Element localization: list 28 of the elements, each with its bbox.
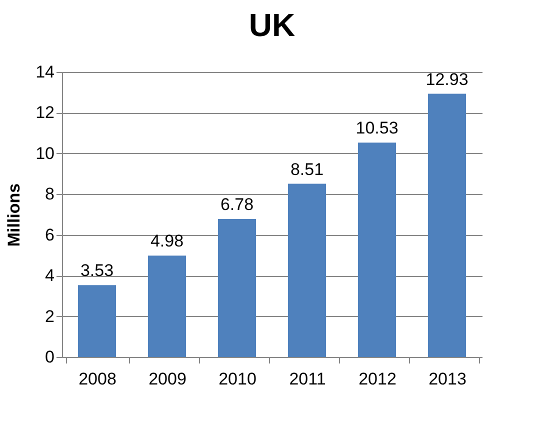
data-label: 4.98	[150, 232, 184, 251]
x-tick-label: 2012	[358, 370, 396, 388]
y-tick-label: 0	[45, 348, 54, 366]
bar	[358, 142, 396, 357]
bar	[428, 94, 466, 357]
bar	[288, 184, 326, 357]
data-label: 6.78	[220, 194, 254, 214]
y-tick-label: 6	[45, 225, 54, 244]
y-tick-label: 14	[36, 62, 54, 82]
y-axis-title: Millions	[4, 183, 24, 247]
y-tick-label: 12	[36, 103, 54, 122]
bar	[218, 218, 256, 357]
x-tick-label: 2009	[148, 370, 186, 388]
y-tick-label: 10	[36, 144, 54, 163]
y-tick-label: 8	[45, 184, 54, 204]
bar	[148, 256, 186, 357]
y-tick-label: 4	[45, 266, 54, 286]
data-label: 8.51	[290, 160, 324, 179]
y-tick-label: 2	[45, 306, 54, 326]
x-tick-label: 2008	[78, 370, 116, 388]
data-label: 10.53	[356, 118, 398, 138]
bar	[78, 285, 116, 357]
x-tick-label: 2013	[428, 370, 466, 388]
chart-title: UK	[248, 7, 296, 43]
data-label: 12.93	[426, 70, 468, 89]
x-tick-label: 2010	[218, 370, 256, 388]
x-tick-label: 2011	[289, 370, 326, 388]
data-label: 3.53	[80, 261, 114, 280]
